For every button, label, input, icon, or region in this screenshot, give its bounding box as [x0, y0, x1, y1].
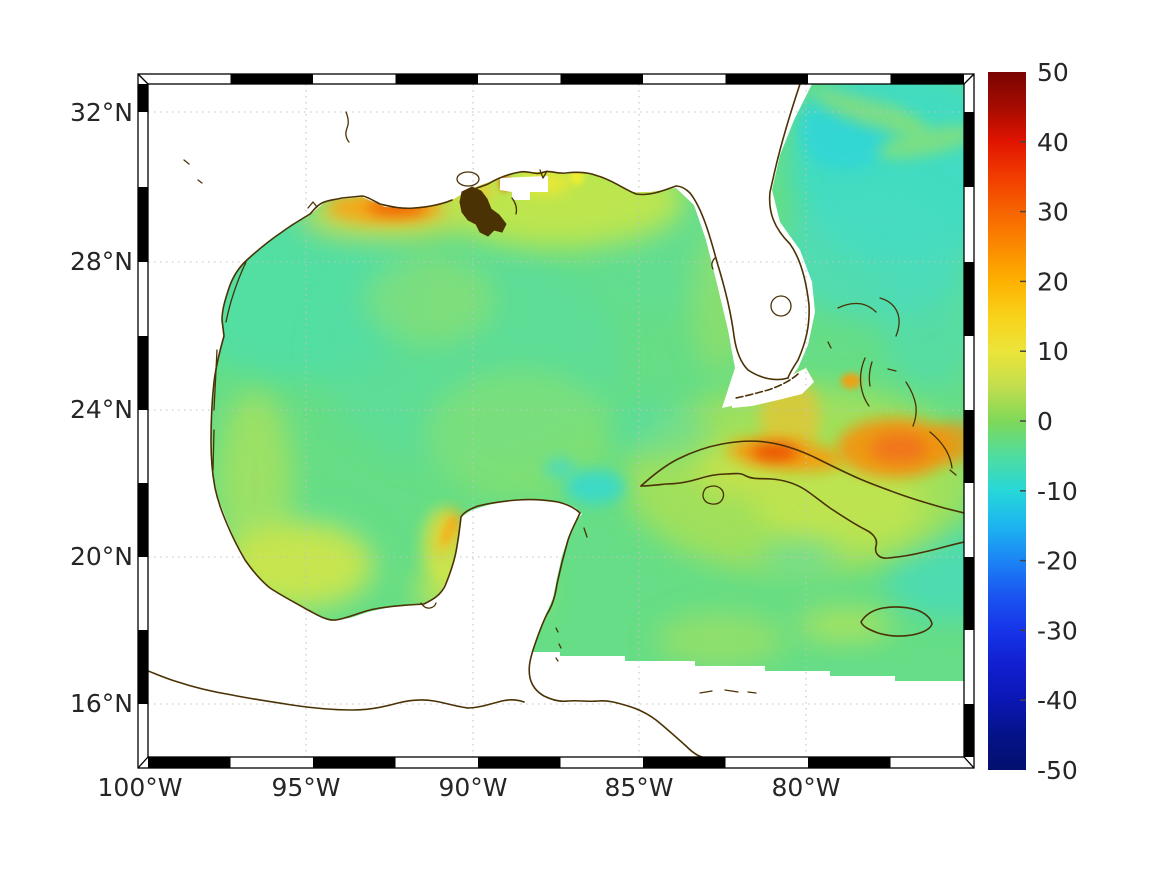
laguna-madre [212, 429, 215, 471]
mississippi-delta [459, 186, 507, 237]
x-axis-labels: 100°W 95°W 90°W 85°W 80°W [98, 773, 841, 802]
x-tick-80w: 80°W [771, 773, 840, 802]
galveston-bay [307, 201, 318, 209]
y-tick-20n: 20°N [70, 542, 133, 571]
cb-tick-m40: -40 [1037, 686, 1078, 715]
long-island-bahamas [929, 431, 957, 476]
x-tick-100w: 100°W [98, 773, 183, 802]
florida-east-coastline [768, 84, 810, 379]
belize-cays [555, 627, 562, 662]
cb-tick-10: 10 [1037, 337, 1069, 366]
y-axis-labels: 32°N 28°N 24°N 20°N 16°N [70, 98, 133, 718]
colorbar-labels: 50 40 30 20 10 0 -10 -20 -30 -40 -50 [1037, 58, 1078, 785]
mobile-bay [539, 169, 548, 179]
florida-keys [735, 373, 799, 399]
bay-islands-honduras [699, 689, 757, 694]
colorbar-ticks [1020, 141, 1026, 701]
abaco-island [879, 297, 900, 337]
y-tick-32n: 32°N [70, 98, 133, 127]
cuba-south-coastline [640, 472, 964, 559]
eleuthera-exuma-islands [905, 381, 917, 427]
x-tick-90w: 90°W [438, 773, 507, 802]
bimini-island [827, 341, 832, 349]
cb-tick-20: 20 [1037, 267, 1069, 296]
cb-tick-m30: -30 [1037, 616, 1078, 645]
colorbar: 50 40 30 20 10 0 -10 -20 -30 -40 -50 [988, 58, 1078, 785]
lake-okeechobee [770, 295, 792, 317]
x-tick-95w: 95°W [271, 773, 340, 802]
cb-tick-m50: -50 [1037, 756, 1078, 785]
y-tick-28n: 28°N [70, 247, 133, 276]
coastlines [148, 84, 964, 757]
cozumel-island [583, 527, 588, 538]
grand-bahama-island [837, 302, 877, 313]
gulf-mexico-coastline [210, 195, 703, 757]
chandeleur-islands [511, 197, 518, 215]
tampa-bay [711, 257, 716, 270]
toledo-bend-lake [345, 111, 350, 143]
cb-tick-0: 0 [1037, 407, 1053, 436]
y-tick-24n: 24°N [70, 395, 133, 424]
zebra-frame [137, 73, 975, 769]
cb-tick-30: 30 [1037, 198, 1069, 227]
texas-barrier-islands [213, 261, 247, 411]
colorbar-gradient [988, 72, 1026, 770]
texas-inland-lake [183, 159, 203, 184]
data-field [148, 84, 964, 757]
florida-west-coastline [461, 170, 789, 381]
cb-tick-50: 50 [1037, 58, 1069, 87]
chandeleur-white-steps [500, 176, 548, 200]
main-land-polygon [148, 84, 964, 757]
andros-island [859, 357, 873, 407]
cb-tick-m10: -10 [1037, 477, 1078, 506]
graticule [148, 84, 964, 757]
x-tick-85w: 85°W [604, 773, 673, 802]
new-providence-island [887, 368, 897, 372]
y-tick-16n: 16°N [70, 689, 133, 718]
jamaica-coastline [860, 606, 933, 637]
pacific-mexico-coastline [148, 670, 525, 711]
laguna-de-terminos [420, 602, 437, 609]
cb-tick-40: 40 [1037, 128, 1069, 157]
isla-juventud [702, 485, 725, 505]
cuba-north-coastline [640, 440, 964, 514]
anomaly-field [170, 84, 964, 668]
lake-pontchartrain [456, 171, 480, 187]
cb-tick-m20: -20 [1037, 547, 1078, 576]
